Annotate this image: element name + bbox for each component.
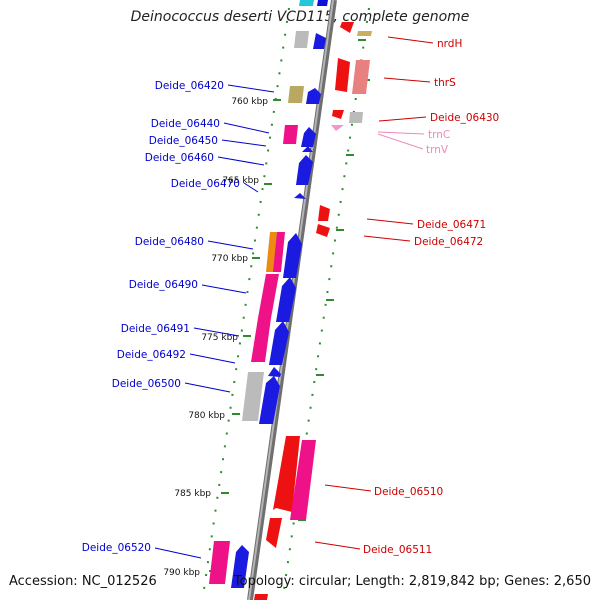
- gene-06480-pink: [273, 232, 285, 272]
- gene-06420-blue: [306, 88, 321, 104]
- gene-06472: [316, 224, 330, 237]
- gene-06440: [283, 125, 298, 144]
- kbp-label: 770 kbp: [211, 254, 248, 264]
- gene-06520-blue: [231, 545, 249, 588]
- accession-text: Accession: NC_012526: [9, 574, 157, 589]
- gene-bottom-red: [254, 594, 268, 600]
- gene-label: Deide_06511: [363, 544, 432, 556]
- gene-06470: [294, 193, 306, 199]
- rna-leader-lines: [377, 131, 425, 150]
- gene-nrdh-neighbor: [357, 31, 372, 36]
- gene-label: Deide_06520: [82, 542, 151, 554]
- gene-06510-red: [273, 436, 300, 512]
- gene-06491-blue: [269, 321, 289, 365]
- kbp-label: 775 kbp: [201, 333, 238, 343]
- kbp-label: 760 kbp: [231, 97, 268, 107]
- gene-label: Deide_06420: [155, 80, 224, 92]
- gene-label: Deide_06460: [145, 152, 214, 164]
- gene-label: trnC: [428, 129, 450, 141]
- gene-06492: [268, 367, 281, 377]
- gene-06491-pink: [251, 318, 271, 362]
- left-gene-labels: Deide_06420 Deide_06440 Deide_06450 Deid…: [82, 80, 240, 554]
- gene-thrs-2: [352, 60, 370, 94]
- gene-label: Deide_06472: [414, 236, 483, 248]
- gene-nrdh: [340, 22, 354, 33]
- gene-label: Deide_06450: [149, 135, 218, 147]
- gene-label: Deide_06471: [417, 219, 486, 231]
- kbp-label: 785 kbp: [174, 489, 211, 499]
- kbp-label: 765 kbp: [222, 176, 259, 186]
- gene-06430: [332, 110, 344, 119]
- left-leader-lines: [154, 84, 275, 559]
- right-gene-labels: nrdH thrS Deide_06430 trnC trnV Deide_06…: [363, 38, 499, 556]
- gene-label: Deide_06510: [374, 486, 443, 498]
- kbp-labels: 760 kbp 765 kbp 770 kbp 775 kbp 780 kbp …: [163, 97, 268, 578]
- map-title: Deinococcus deserti VCD115, complete gen…: [130, 9, 470, 25]
- gene-label: thrS: [434, 77, 456, 89]
- gene-grey-1: [294, 31, 309, 48]
- gene-features: [209, 0, 372, 600]
- gene-06500-blue: [259, 376, 280, 424]
- gene-06511: [266, 518, 282, 548]
- gene-06440-blue: [301, 127, 316, 147]
- gene-label: Deide_06490: [129, 279, 198, 291]
- gene-06430-grey: [349, 112, 363, 123]
- gene-label: Deide_06440: [151, 118, 220, 130]
- gene-06480-blue: [283, 233, 302, 278]
- kbp-label: 790 kbp: [163, 568, 200, 578]
- gene-trnc: [331, 125, 344, 131]
- gene-06450: [302, 146, 313, 152]
- gene-06510-pink: [290, 440, 316, 520]
- gene-label: Deide_06491: [121, 323, 190, 335]
- gene-06500-grey: [242, 372, 264, 421]
- right-leader-lines: [314, 36, 434, 550]
- gene-label: Deide_06500: [112, 378, 181, 390]
- gene-06471: [318, 205, 330, 221]
- gene-label: Deide_06430: [430, 112, 499, 124]
- gene-06420: [288, 86, 304, 103]
- gene-06460: [296, 155, 313, 185]
- gene-label: trnV: [426, 144, 449, 156]
- gene-label: nrdH: [437, 38, 462, 50]
- topology-text: Topology: circular; Length: 2,819,842 bp…: [233, 574, 591, 589]
- gene-06490-blue: [276, 277, 296, 322]
- gene-top-blue: [317, 0, 328, 6]
- gene-thrs: [335, 58, 350, 92]
- gene-06520-pink: [209, 541, 230, 584]
- gene-blue-1: [313, 33, 326, 49]
- gene-label: Deide_06492: [117, 349, 186, 361]
- gene-top-cyan: [299, 0, 314, 6]
- gene-label: Deide_06470: [171, 178, 240, 190]
- gene-06490-pink: [258, 274, 279, 318]
- gene-label: Deide_06480: [135, 236, 204, 248]
- kbp-label: 780 kbp: [188, 411, 225, 421]
